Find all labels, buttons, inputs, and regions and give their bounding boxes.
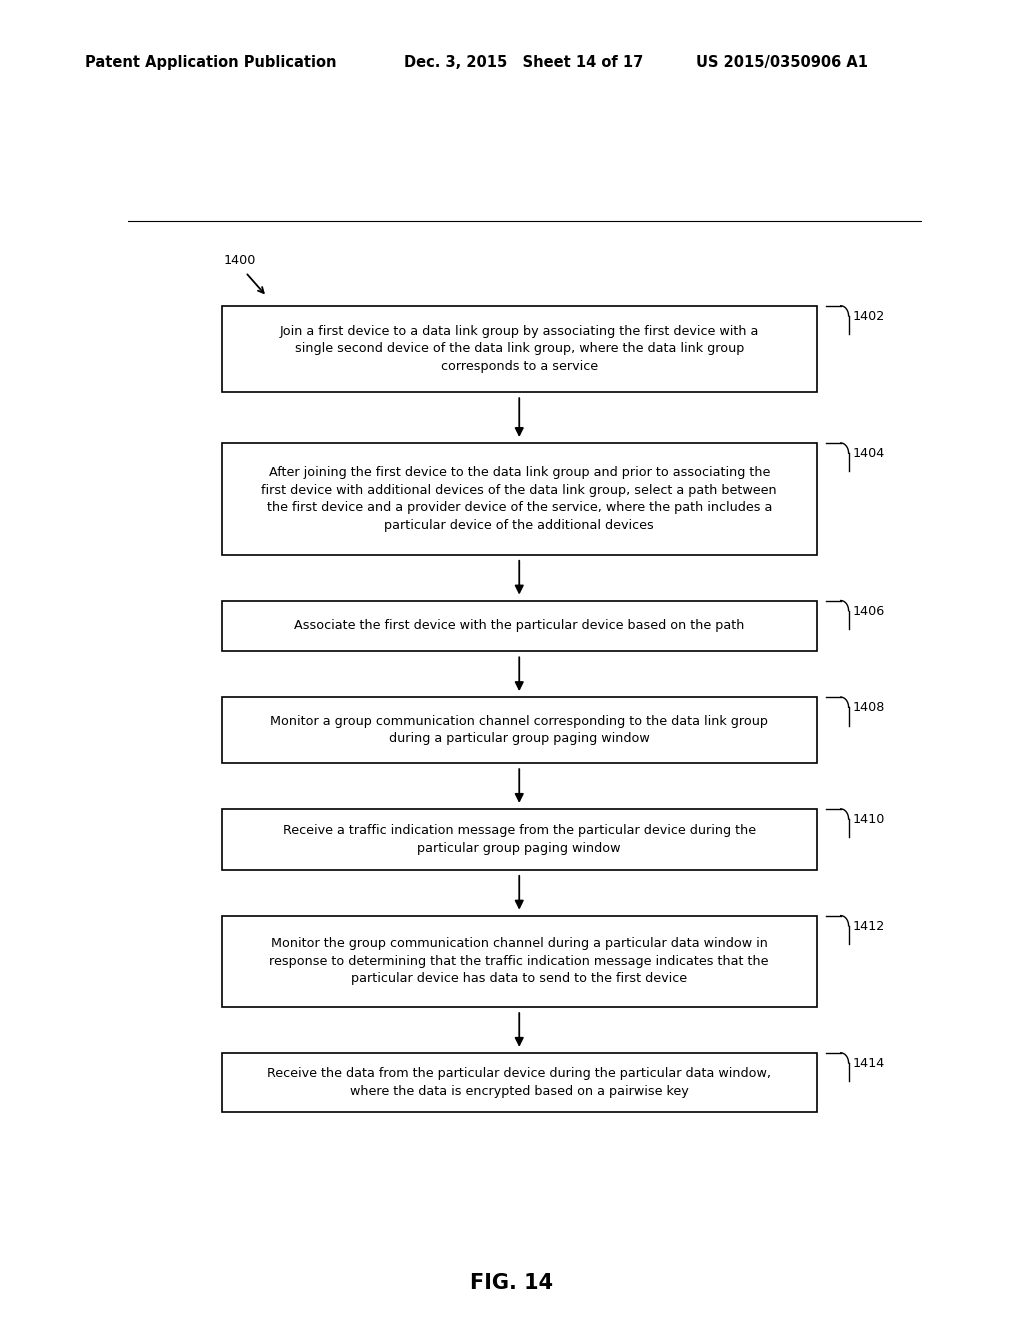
Text: Monitor a group communication channel corresponding to the data link group
durin: Monitor a group communication channel co… <box>270 715 768 746</box>
Text: 1408: 1408 <box>853 701 885 714</box>
Text: Dec. 3, 2015   Sheet 14 of 17: Dec. 3, 2015 Sheet 14 of 17 <box>404 54 644 70</box>
Text: 1406: 1406 <box>853 605 885 618</box>
Text: US 2015/0350906 A1: US 2015/0350906 A1 <box>696 54 868 70</box>
Text: Receive a traffic indication message from the particular device during the
parti: Receive a traffic indication message fro… <box>283 824 756 854</box>
Text: 1412: 1412 <box>853 920 885 933</box>
Text: 1404: 1404 <box>853 447 885 461</box>
Text: Join a first device to a data link group by associating the first device with a
: Join a first device to a data link group… <box>280 325 759 374</box>
Bar <box>221 809 817 870</box>
Bar <box>221 697 817 763</box>
Text: Receive the data from the particular device during the particular data window,
w: Receive the data from the particular dev… <box>267 1067 771 1097</box>
Text: Associate the first device with the particular device based on the path: Associate the first device with the part… <box>294 619 744 632</box>
Text: 1414: 1414 <box>853 1057 885 1071</box>
Text: After joining the first device to the data link group and prior to associating t: After joining the first device to the da… <box>261 466 777 532</box>
Bar <box>221 306 817 392</box>
Bar <box>221 444 817 554</box>
Bar <box>221 1053 817 1111</box>
Bar <box>221 916 817 1007</box>
Text: 1402: 1402 <box>853 310 885 323</box>
Bar <box>221 601 817 651</box>
Text: Patent Application Publication: Patent Application Publication <box>85 54 337 70</box>
Text: 1410: 1410 <box>853 813 885 826</box>
Text: 1400: 1400 <box>223 253 256 267</box>
Text: FIG. 14: FIG. 14 <box>470 1272 554 1294</box>
Text: Monitor the group communication channel during a particular data window in
respo: Monitor the group communication channel … <box>269 937 769 985</box>
